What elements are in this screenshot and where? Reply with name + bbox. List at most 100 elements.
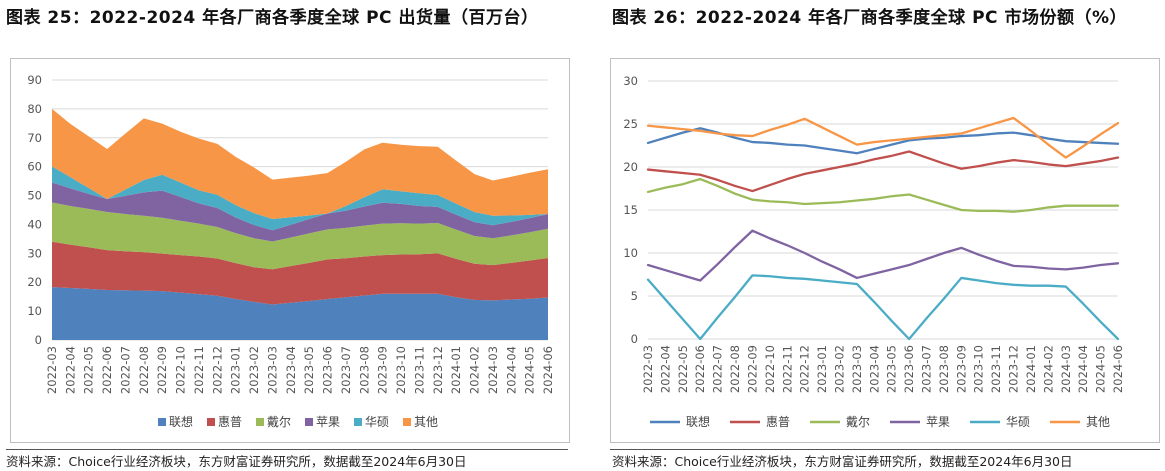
chart1-x-tick-label: 2024-05	[523, 346, 537, 394]
chart1-legend-label: 苹果	[316, 415, 340, 429]
chart2-x-tick-label: 2023-04	[867, 345, 881, 393]
chart2-x-tick-label: 2022-09	[745, 345, 759, 393]
chart2-x-tick-label: 2022-05	[676, 345, 690, 393]
chart1-x-tick-label: 2023-06	[321, 346, 335, 394]
area-series-1	[52, 241, 548, 305]
chart1-y-tick-label: 20	[27, 275, 42, 289]
chart1-x-tick-label: 2022-05	[82, 346, 96, 394]
line-series-3	[646, 229, 1120, 282]
chart1-x-tick-label: 2022-06	[100, 346, 114, 394]
chart2-x-tick-label: 2023-03	[850, 345, 864, 393]
chart1-x-tick-label: 2024-04	[504, 346, 518, 394]
chart2-x-tick-label: 2022-03	[641, 345, 655, 393]
chart1-legend-label: 华硕	[365, 415, 389, 429]
line-series-2	[646, 177, 1120, 213]
chart2-x-tick-label: 2022-10	[763, 345, 777, 393]
line-series-4	[646, 274, 1120, 341]
chart2-legend-label: 惠普	[766, 415, 790, 429]
chart2-x-tick-label: 2023-10	[972, 345, 986, 393]
chart2-x-tick-label: 2024-02	[1041, 345, 1055, 393]
source-divider	[610, 449, 1160, 450]
chart2-y-tick-label: 20	[623, 160, 638, 174]
chart2-legend-label: 华硕	[1006, 415, 1030, 429]
chart1-x-tick-label: 2023-12	[431, 346, 445, 394]
chart1-x-tick-label: 2022-09	[155, 346, 169, 394]
chart2-x-tick-label: 2023-08	[937, 345, 951, 393]
chart1-x-tick-label: 2022-08	[137, 346, 151, 394]
chart1-legend-swatch	[207, 418, 215, 426]
chart2-x-tick-label: 2024-06	[1111, 345, 1125, 393]
chart2-x-tick-label: 2022-07	[711, 345, 725, 393]
chart2-legend-label: 联想	[686, 414, 710, 429]
chart2-x-tick-label: 2023-07	[920, 345, 934, 393]
chart1-x-tick-label: 2023-11	[412, 346, 426, 394]
chart1-x-tick-label: 2023-05	[302, 346, 316, 394]
chart1-x-tick-label: 2023-04	[284, 346, 298, 394]
chart2-x-tick-label: 2024-03	[1059, 345, 1073, 393]
chart1-x-tick-label: 2023-03	[265, 346, 279, 394]
chart1-y-tick-label: 40	[27, 217, 42, 231]
area-series-3	[52, 182, 548, 242]
chart2-x-tick-label: 2024-05	[1094, 345, 1108, 393]
chart2-x-tick-label: 2023-01	[815, 345, 829, 393]
chart2-x-tick-label: 2022-11	[780, 345, 794, 393]
source-divider	[6, 449, 568, 450]
chart1-y-tick-label: 0	[35, 333, 42, 347]
chart2-x-tick-label: 2023-11	[989, 345, 1003, 393]
chart2-x-tick-label: 2024-01	[1024, 345, 1038, 393]
chart2-y-tick-label: 0	[631, 332, 638, 346]
chart1-legend-label: 戴尔	[267, 414, 291, 429]
chart1-x-tick-label: 2022-12	[210, 346, 224, 394]
chart1-x-tick-label: 2022-04	[63, 346, 77, 394]
chart2-y-tick-label: 10	[623, 246, 638, 260]
chart1-frame	[10, 58, 570, 443]
chart1-y-tick-label: 60	[27, 160, 42, 174]
chart2-y-tick-label: 15	[623, 203, 638, 217]
chart1-title: 图表 25：2022-2024 年各厂商各季度全球 PC 出货量（百万台）	[6, 8, 539, 28]
chart2-x-tick-label: 2023-06	[902, 345, 916, 393]
chart1-x-tick-label: 2023-07	[339, 346, 353, 394]
area-series-4	[52, 166, 548, 231]
chart1-y-tick-label: 80	[27, 102, 42, 116]
chart1-y-tick-label: 30	[27, 246, 42, 260]
chart1-x-tick-label: 2022-03	[45, 346, 59, 394]
chart2-x-tick-label: 2022-08	[728, 345, 742, 393]
chart1-x-tick-label: 2023-09	[376, 346, 390, 394]
chart1-legend-swatch	[354, 418, 362, 426]
chart1-x-tick-label: 2023-08	[357, 346, 371, 394]
line-series-5	[646, 116, 1120, 159]
chart2-title: 图表 26：2022-2024 年各厂商各季度全球 PC 市场份额（%）	[612, 8, 1127, 28]
chart1-x-tick-label: 2024-02	[468, 346, 482, 394]
chart1-legend-label: 其他	[414, 415, 438, 429]
chart2-x-tick-label: 2023-02	[832, 345, 846, 393]
chart2-x-tick-label: 2023-05	[885, 345, 899, 393]
chart2-x-tick-label: 2022-12	[798, 345, 812, 393]
chart2-y-tick-label: 25	[623, 117, 638, 131]
chart2-x-tick-label: 2024-04	[1076, 345, 1090, 393]
chart1-legend-label: 联想	[169, 414, 193, 429]
chart1-y-tick-label: 90	[27, 73, 42, 87]
chart1-x-tick-label: 2023-10	[394, 346, 408, 394]
chart1-x-tick-label: 2022-07	[118, 346, 132, 394]
chart1-x-tick-label: 2022-10	[174, 346, 188, 394]
chart2-x-tick-label: 2022-04	[658, 345, 672, 393]
chart1-legend-swatch	[403, 418, 411, 426]
chart2-source: 资料来源：Choice行业经济板块，东方财富证券研究所，数据截至2024年6月3…	[612, 454, 1073, 469]
chart2-y-tick-label: 30	[623, 74, 638, 88]
chart1-x-tick-label: 2023-01	[229, 346, 243, 394]
chart1-x-tick-label: 2024-03	[486, 346, 500, 394]
chart2-legend-label: 戴尔	[846, 414, 870, 429]
chart1-legend-swatch	[256, 418, 264, 426]
chart1-x-tick-label: 2023-02	[247, 346, 261, 394]
chart1-legend-swatch	[158, 418, 166, 426]
chart1-y-tick-label: 50	[27, 189, 42, 203]
chart1-legend-label: 惠普	[218, 415, 242, 429]
chart1-y-tick-label: 10	[27, 304, 42, 318]
chart2-x-tick-label: 2022-06	[693, 345, 707, 393]
area-series-5	[52, 108, 548, 219]
chart2-x-tick-label: 2023-12	[1007, 345, 1021, 393]
chart2-legend-label: 苹果	[926, 415, 950, 429]
line-series-1	[646, 150, 1120, 193]
